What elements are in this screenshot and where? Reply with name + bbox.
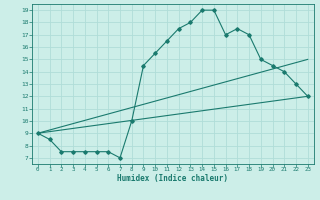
X-axis label: Humidex (Indice chaleur): Humidex (Indice chaleur): [117, 174, 228, 183]
